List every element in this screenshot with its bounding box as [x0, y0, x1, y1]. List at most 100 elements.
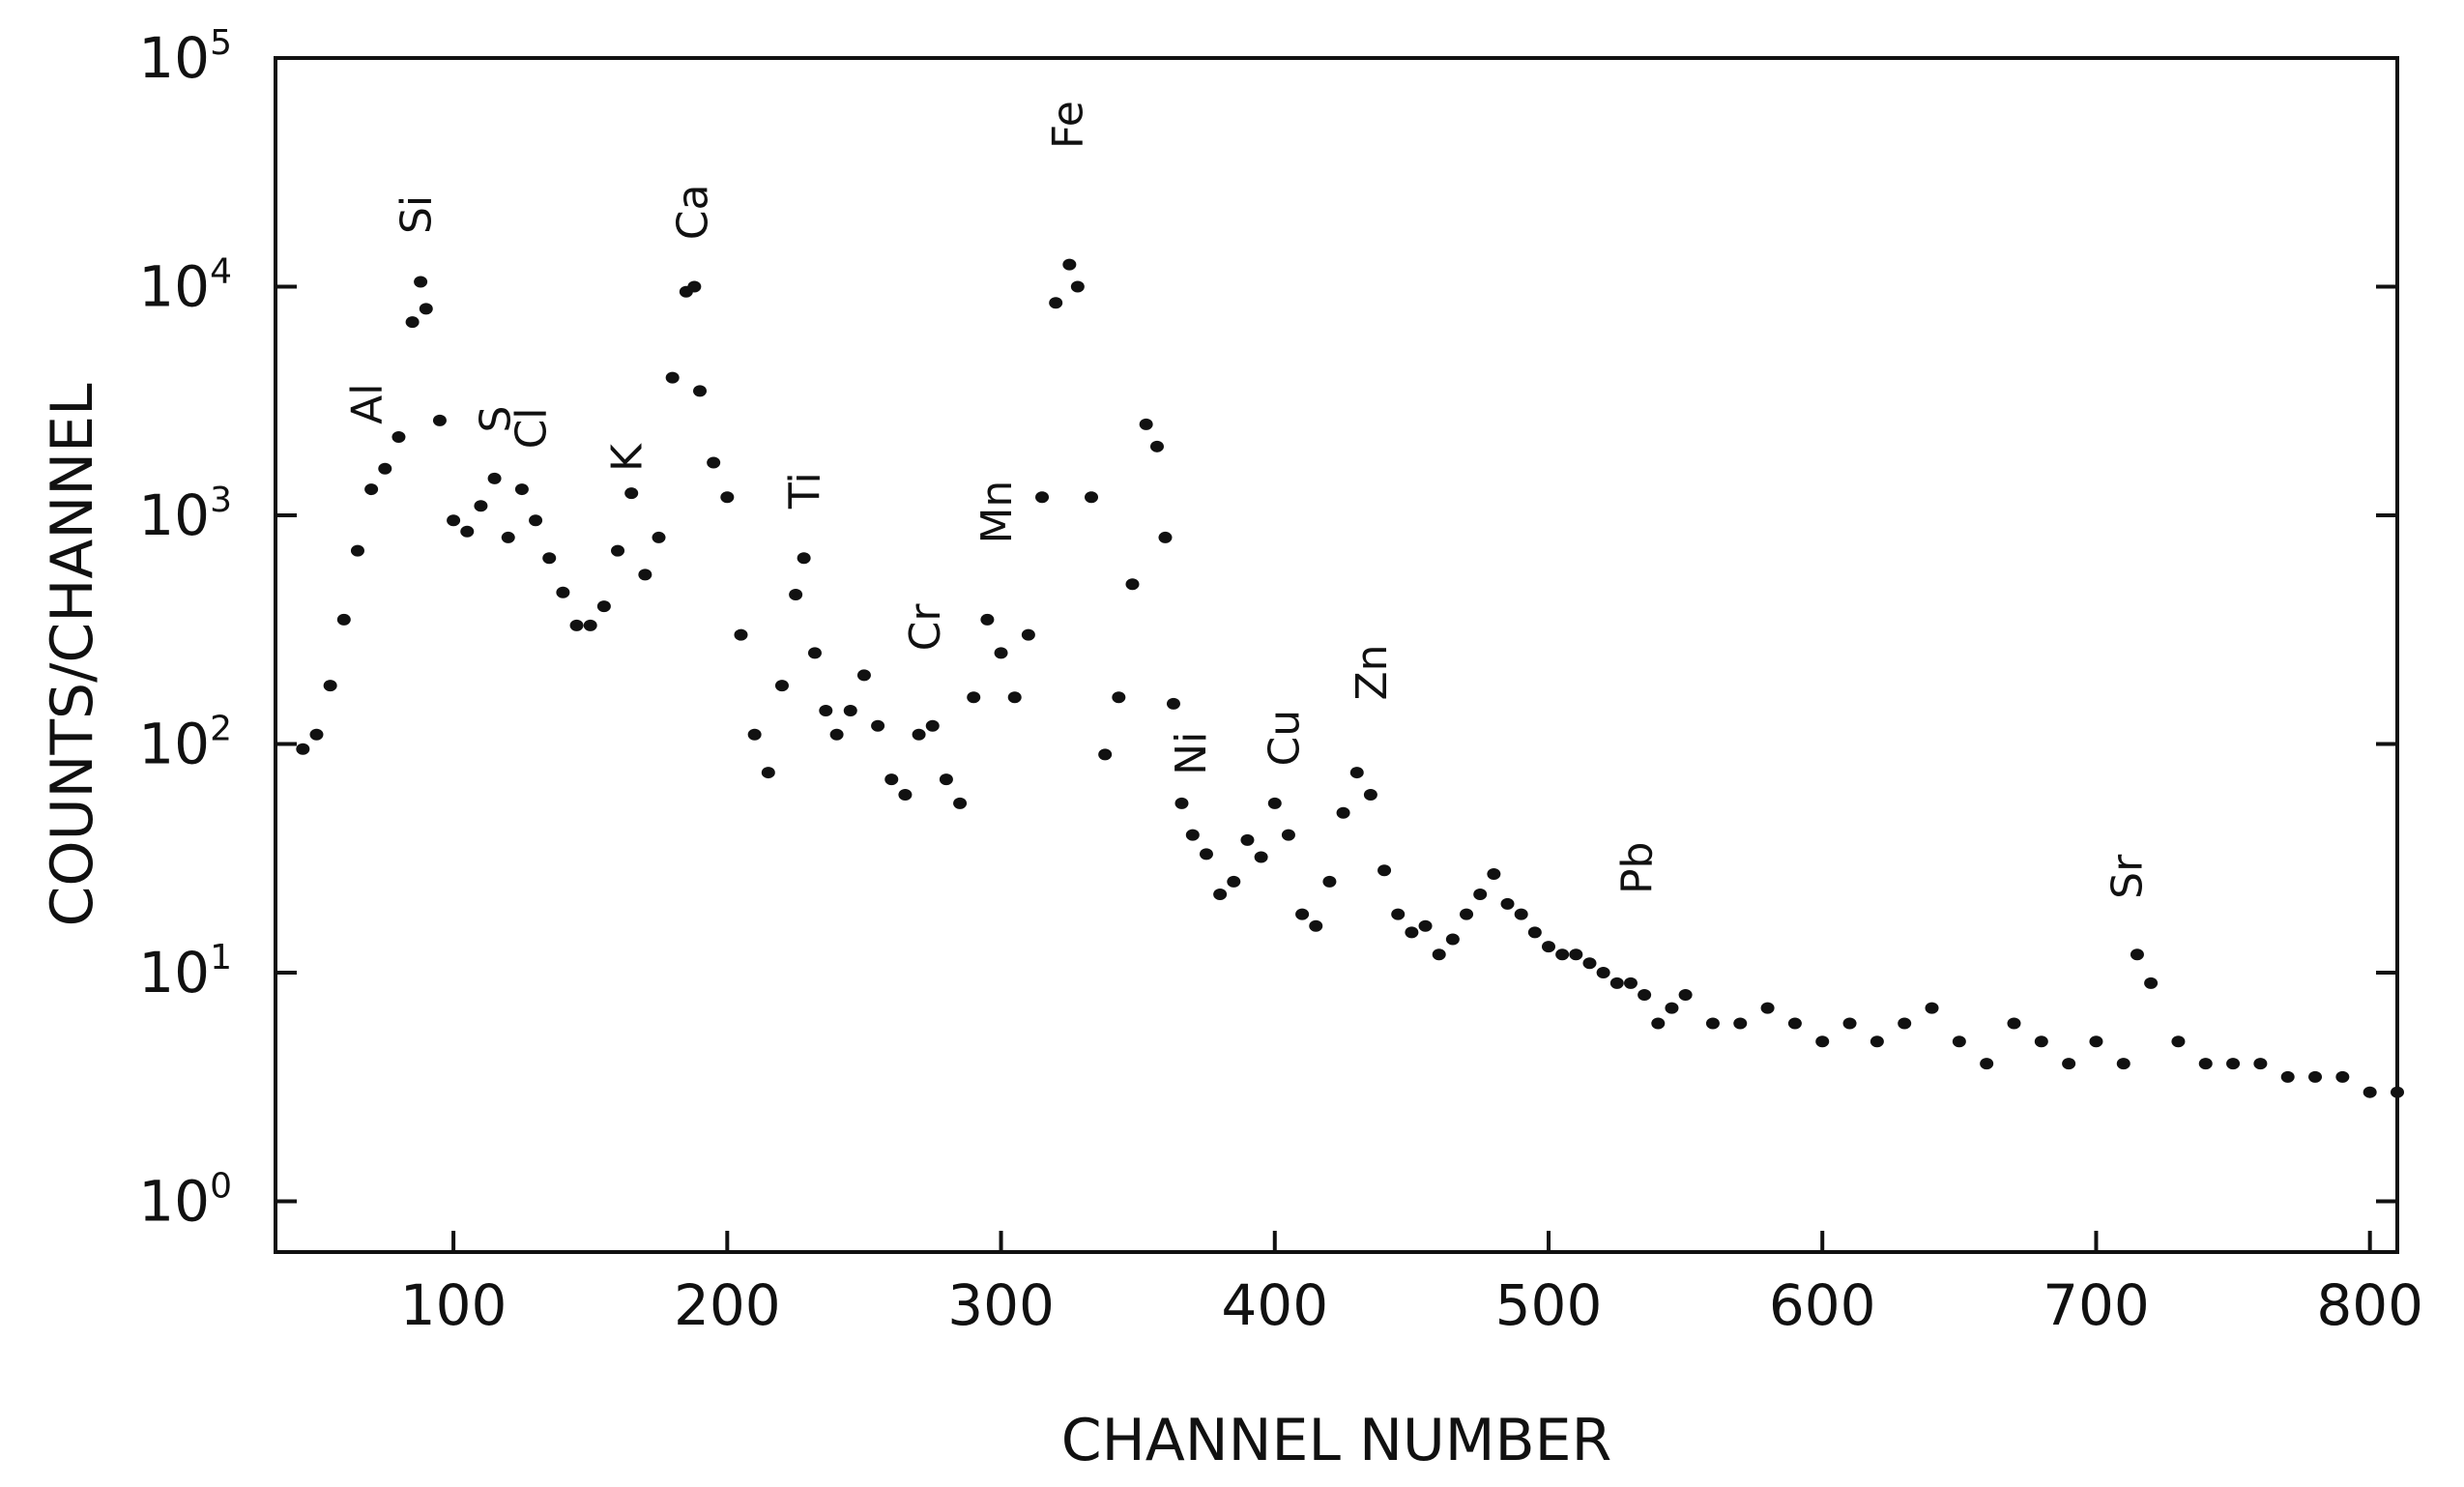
data-point — [994, 647, 1008, 659]
peak-label: Zn — [1348, 644, 1397, 700]
data-point — [1623, 977, 1638, 989]
peak-label: Sr — [2103, 854, 2153, 899]
data-point — [707, 456, 721, 469]
data-point — [2171, 1035, 2186, 1048]
x-axis-title: CHANNEL NUMBER — [1061, 1407, 1612, 1474]
data-point — [1678, 988, 1693, 1001]
data-point — [652, 531, 666, 543]
y-tick-label: 104 — [138, 252, 232, 320]
data-point — [1158, 531, 1173, 543]
peak-label: Mn — [972, 481, 1022, 544]
x-tick-label: 300 — [947, 1272, 1055, 1338]
data-point — [432, 414, 447, 426]
data-point — [1349, 767, 1364, 779]
data-point — [1842, 1017, 1857, 1030]
data-point — [364, 483, 379, 496]
data-point — [797, 552, 811, 565]
data-point — [1651, 1017, 1666, 1030]
data-point — [1185, 829, 1200, 841]
data-point — [1227, 875, 1241, 888]
data-point — [2280, 1070, 2295, 1083]
data-point — [980, 613, 995, 626]
y-tick-label: 105 — [138, 23, 232, 91]
data-point — [1021, 628, 1035, 641]
data-point — [474, 500, 488, 512]
data-point — [378, 462, 392, 475]
data-point — [1514, 908, 1528, 920]
data-point — [871, 719, 885, 732]
data-point — [898, 788, 913, 801]
data-point — [1460, 908, 1474, 920]
y-tick-exponent: 0 — [210, 1167, 232, 1207]
data-point — [542, 552, 557, 565]
data-point — [2062, 1058, 2076, 1070]
data-point — [1377, 864, 1392, 877]
data-point — [2034, 1035, 2048, 1048]
data-point — [1199, 848, 1213, 860]
data-point — [1898, 1017, 1912, 1030]
peak-label: S — [472, 406, 521, 433]
data-point — [939, 773, 953, 786]
data-point — [2198, 1058, 2213, 1070]
data-point — [596, 600, 611, 613]
data-point — [1166, 697, 1180, 710]
data-point — [774, 680, 789, 692]
data-point — [1760, 1002, 1775, 1014]
data-point — [856, 669, 871, 682]
x-tick-label: 600 — [1769, 1272, 1876, 1338]
data-point — [1125, 578, 1140, 591]
data-point — [460, 525, 475, 538]
y-tick-label: 103 — [138, 481, 232, 548]
data-point — [1815, 1035, 1830, 1048]
data-point — [1500, 897, 1515, 910]
data-point — [2363, 1086, 2377, 1098]
data-point — [912, 728, 926, 741]
peak-labels: Al Si SCl K Ca Ti Cr Mn Fe Ni Cu Zn Pb Sr — [342, 101, 2152, 899]
data-point — [1596, 967, 1610, 979]
data-point — [747, 728, 762, 741]
data-point — [1555, 948, 1570, 961]
y-tick-label: 102 — [138, 710, 232, 777]
data-point — [638, 569, 652, 581]
x-tick-label: 700 — [2043, 1272, 2150, 1338]
x-tick-label: 400 — [1221, 1272, 1328, 1338]
data-point — [2308, 1070, 2323, 1083]
peak-label: Ti — [781, 472, 830, 510]
data-point — [1487, 868, 1501, 881]
data-point — [350, 544, 364, 557]
data-point — [336, 613, 351, 626]
data-point — [734, 628, 748, 641]
data-point — [2226, 1058, 2241, 1070]
data-point — [1049, 297, 1063, 309]
plot-area — [274, 56, 2399, 1254]
y-tick-base: 10 — [138, 940, 210, 1006]
data-point — [569, 619, 584, 631]
peak-label: Ni — [1167, 732, 1216, 775]
data-point — [323, 680, 337, 692]
data-point — [761, 767, 775, 779]
data-point — [2116, 1058, 2131, 1070]
data-point — [1638, 988, 1652, 1001]
data-point — [583, 619, 597, 631]
data-point — [1952, 1035, 1966, 1048]
data-point — [2391, 1086, 2404, 1098]
y-tick-exponent: 2 — [210, 710, 232, 749]
peak-label: Fe — [1044, 101, 1093, 149]
data-point — [1174, 797, 1189, 809]
data-point — [1609, 977, 1624, 989]
x-axis-ticks: 100 200 300 400 500 600 700 800 — [400, 1231, 2423, 1338]
data-point — [414, 276, 428, 288]
data-point — [967, 691, 981, 704]
data-point — [2335, 1070, 2350, 1083]
data-point — [1870, 1035, 1884, 1048]
data-point — [1473, 889, 1488, 901]
data-point — [843, 704, 857, 716]
data-point — [1418, 919, 1433, 932]
data-point — [2144, 977, 2159, 989]
data-point — [1085, 491, 1099, 504]
y-tick-exponent: 4 — [210, 252, 232, 292]
data-point — [1254, 851, 1268, 863]
y-tick-label: 100 — [138, 1167, 232, 1235]
y-tick-base: 10 — [138, 1169, 210, 1235]
